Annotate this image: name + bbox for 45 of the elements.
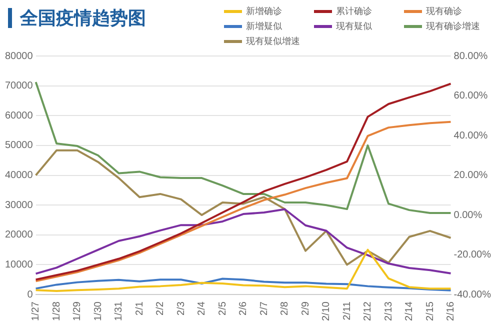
x-tick-label: 1/30 <box>92 301 104 322</box>
x-tick-label: 2/3 <box>176 301 187 316</box>
legend-label: 现有确诊 <box>426 6 462 18</box>
x-tick-label: 2/2 <box>155 301 166 316</box>
x-tick-label: 2/11 <box>342 301 353 320</box>
x-tick-label: 2/10 <box>321 301 332 322</box>
y2-tick-label: 40.00% <box>454 130 488 142</box>
y2-tick-label: -40.00% <box>454 289 492 300</box>
y-tick-label: 70000 <box>4 80 34 92</box>
y2-tick-label: 0.00% <box>454 210 482 221</box>
chart-title: 全国疫情趋势图 <box>20 7 146 30</box>
x-tick-label: 1/31 <box>114 301 125 322</box>
y-tick-label: 50000 <box>4 140 34 152</box>
y-tick-label: 10000 <box>4 259 34 270</box>
y2-tick-label: 60.00% <box>454 90 488 102</box>
legend-label: 累计确诊 <box>336 6 372 18</box>
x-tick-label: 2/1 <box>134 301 146 316</box>
x-tick-label: 1/29 <box>72 301 84 322</box>
y-tick-label: 0 <box>27 289 34 300</box>
x-tick-label: 2/8 <box>280 301 291 316</box>
x-tick-label: 2/15 <box>424 301 436 322</box>
x-tick-label: 2/9 <box>300 301 312 316</box>
x-tick-label: 2/16 <box>446 301 457 322</box>
x-tick-label: 2/7 <box>258 301 270 316</box>
y2-tick-label: 80.00% <box>454 50 488 62</box>
x-tick-label: 2/6 <box>238 301 250 316</box>
x-tick-label: 2/5 <box>217 301 228 316</box>
x-tick-label: 2/12 <box>362 301 374 322</box>
y-tick-label: 60000 <box>4 110 34 122</box>
y2-tick-label: 20.00% <box>454 170 488 182</box>
legend-label: 现有疑似 <box>336 20 372 33</box>
y-tick-label: 40000 <box>4 170 34 182</box>
x-tick-label: 1/28 <box>51 301 62 322</box>
y-tick-label: 20000 <box>4 230 34 241</box>
legend-label: 现有确诊增速 <box>426 20 480 33</box>
legend-label: 新增确诊 <box>246 6 282 18</box>
legend-label: 现有疑似增速 <box>246 36 300 48</box>
x-tick-label: 2/14 <box>404 301 416 322</box>
y2-tick-label: -20.00% <box>454 250 492 261</box>
y-tick-label: 30000 <box>4 200 34 211</box>
x-tick-label: 1/27 <box>30 301 42 322</box>
x-tick-label: 2/13 <box>383 301 394 322</box>
x-tick-label: 2/4 <box>196 301 208 316</box>
y-tick-label: 80000 <box>4 50 34 62</box>
legend-label: 新增疑似 <box>246 20 282 33</box>
